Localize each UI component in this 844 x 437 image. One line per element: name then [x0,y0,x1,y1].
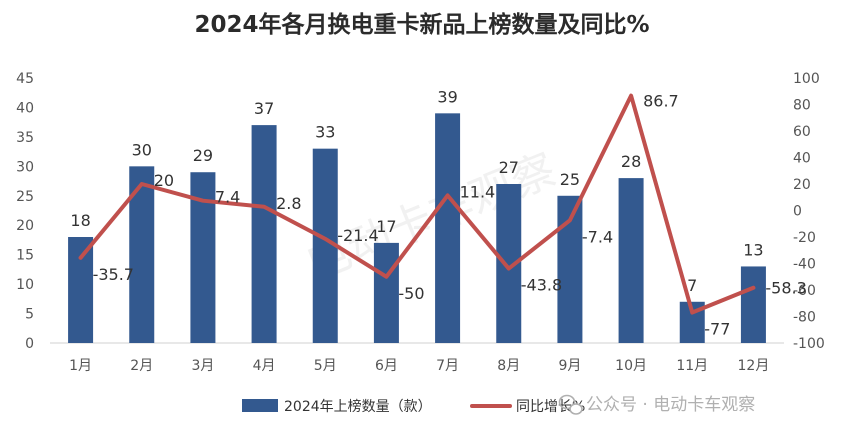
bar-value-label: 7 [687,276,697,295]
x-tick-label: 8月 [497,358,520,374]
bar-value-label: 27 [499,158,519,177]
line-value-label: -7.4 [582,227,613,246]
line-value-label: 11.4 [460,182,496,201]
y-left-tick-label: 5 [25,307,34,323]
bar-value-label: 39 [437,87,457,106]
y-right-tick-label: -80 [793,310,816,326]
watermark-footer-text: 公众号 · 电动卡车观察 [586,395,755,415]
bar-labels: 18 30 29 37 33 17 39 27 25 28 7 13 [70,87,763,294]
x-tick-label: 9月 [558,358,581,374]
y-right-tick-label: 80 [793,98,811,114]
y-right-tick-label: -60 [793,283,816,299]
line-value-label: -43.8 [521,276,562,295]
y-left-tick-label: 30 [16,159,34,175]
chart-title: 2024年各月换电重卡新品上榜数量及同比% [194,11,649,38]
y-left-tick-label: 20 [16,218,34,234]
line-path [78,93,756,315]
bar [68,237,94,343]
line-value-label: -50 [398,284,424,303]
y-right-tick-label: 60 [793,124,811,140]
bar-value-label: 13 [743,240,763,259]
x-tick-label: 5月 [314,358,337,374]
x-tick-label: 7月 [436,358,459,374]
bar [251,125,277,343]
bar-value-label: 25 [560,170,580,189]
bar [618,178,644,343]
line-value-label: 20 [154,171,174,190]
bar-value-label: 30 [132,140,152,159]
bar [740,266,766,343]
bar-value-label: 28 [621,152,641,171]
line-value-label: 86.7 [643,92,679,111]
line-value-label: 7.4 [215,188,240,207]
x-tick-label: 1月 [69,358,92,374]
bar-value-label: 37 [254,99,274,118]
y-left-tick-label: 0 [25,336,34,352]
left-axis: 0 5 10 15 20 25 30 35 40 45 [16,71,34,352]
y-right-tick-label: -100 [793,336,825,352]
x-tick-label: 12月 [738,358,770,374]
bar-value-label: 17 [376,217,396,236]
bar-value-label: 29 [193,146,213,165]
line-labels: -35.7 20 7.4 2.8 -21.4 -50 11.4 -43.8 -7.4 86.7 -7… [93,92,807,339]
x-tick-label: 6月 [375,358,398,374]
bar [435,113,461,343]
line-series [78,93,756,315]
x-tick-label: 11月 [676,358,708,374]
line-value-label: 2.8 [276,194,301,213]
y-right-tick-label: 0 [793,204,802,220]
y-right-tick-label: 20 [793,177,811,193]
legend-swatch-bar [242,399,278,412]
bar [373,242,399,343]
line-value-label: -58.3 [765,279,806,298]
y-left-tick-label: 45 [16,71,34,87]
y-left-tick-label: 35 [16,130,34,146]
y-right-tick-label: -40 [793,257,816,273]
bar-value-label: 33 [315,123,335,142]
y-left-tick-label: 25 [16,189,34,205]
legend-label-bar: 2024年上榜数量（款） [284,398,432,415]
x-tick-label: 2月 [130,358,153,374]
y-right-tick-label: 100 [793,71,820,87]
y-left-tick-label: 15 [16,248,34,264]
x-tick-label: 3月 [191,358,214,374]
line-value-label: -35.7 [93,265,134,284]
legend-label-line: 同比增长% [516,399,585,415]
legend: 2024年上榜数量（款） 同比增长% [242,398,585,415]
bar-value-label: 18 [70,211,90,230]
wechat-icon [558,394,583,415]
x-tick-label: 10月 [615,358,647,374]
x-tick-label: 4月 [253,358,276,374]
line-value-label: -77 [704,320,730,339]
right-axis: -100 -80 -60 -40 -20 0 20 40 60 80 100 [793,71,825,352]
y-left-tick-label: 10 [16,277,34,293]
watermark-footer: 公众号 · 电动卡车观察 [558,394,755,415]
y-left-tick-label: 40 [16,100,34,116]
x-axis: 1月 2月 3月 4月 5月 6月 7月 8月 9月 10月 11月 12月 [50,342,784,374]
y-right-tick-label: -20 [793,230,816,246]
y-right-tick-label: 40 [793,151,811,167]
line-value-label: -21.4 [337,226,378,245]
